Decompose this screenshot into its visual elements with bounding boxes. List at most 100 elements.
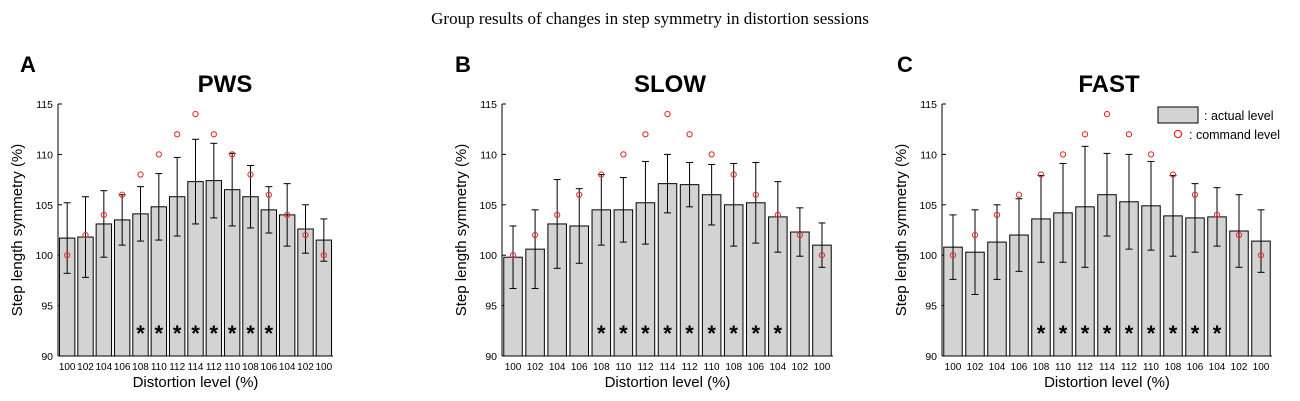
x-tick-label: 112 [637, 362, 653, 373]
x-tick-label: 112 [169, 362, 185, 373]
command-level-marker [774, 211, 781, 219]
x-tick-label: 104 [549, 362, 566, 373]
y-tick-label: 110 [920, 149, 937, 161]
x-tick-label: 112 [206, 362, 222, 373]
significance-star: * [641, 321, 650, 346]
command-level-marker [137, 171, 144, 178]
panel-title: FAST [1078, 71, 1140, 98]
command-level-marker [1147, 151, 1155, 158]
command-level-marker [1081, 131, 1089, 138]
command-level-marker [174, 131, 181, 138]
command-level-marker [730, 171, 737, 178]
x-tick-label: 114 [660, 362, 676, 373]
command-level-marker [284, 211, 291, 219]
x-tick-label: 106 [1187, 362, 1204, 373]
command-level-marker [1103, 110, 1111, 118]
x-tick-label: 112 [1121, 362, 1137, 373]
x-tick-label: 108 [1165, 362, 1182, 373]
x-tick-label: 108 [1033, 362, 1050, 373]
y-tick-label: 95 [925, 301, 937, 313]
legend: : actual level: command level [1157, 106, 1280, 142]
command-level-marker [119, 191, 126, 198]
x-axis-label: Distortion level (%) [605, 374, 731, 391]
command-level-marker [1169, 171, 1177, 178]
command-level-marker [1125, 131, 1133, 138]
x-tick-label: 100 [814, 362, 831, 373]
significance-star: * [597, 321, 606, 346]
x-tick-label: 102 [792, 362, 809, 373]
x-tick-label: 102 [77, 362, 94, 373]
significance-star: * [707, 321, 716, 346]
command-level-marker [302, 231, 309, 239]
command-level-marker [1235, 231, 1243, 239]
significance-star: * [1125, 321, 1134, 346]
x-tick-label: 102 [297, 362, 314, 373]
command-level-marker [620, 151, 627, 158]
significance-star: * [1059, 321, 1068, 346]
significance-star: * [1103, 321, 1112, 346]
command-level-marker [686, 131, 693, 138]
x-tick-label: 100 [59, 362, 76, 373]
y-axis-label: Step length symmetry (%) [9, 144, 26, 317]
panel-fast: C FAST 90 95 100 105 110 115 Step length symmetr… [893, 52, 1280, 391]
y-tick-label: 100 [35, 250, 53, 262]
x-tick-label: 106 [260, 362, 277, 373]
command-level-marker [554, 211, 561, 219]
figure-title: Group results of changes in step symmetr… [431, 9, 869, 28]
y-axis-label: Step length symmetry (%) [893, 144, 910, 317]
x-tick-label: 106 [571, 362, 588, 373]
x-tick-label: 106 [747, 362, 764, 373]
command-level-marker [155, 151, 162, 158]
command-level-marker [1191, 191, 1199, 198]
y-tick-label: 100 [479, 250, 497, 262]
command-level-marker [320, 252, 327, 259]
command-level-marker [509, 252, 517, 259]
x-tick-label: 106 [114, 362, 131, 373]
significance-star: * [774, 321, 783, 346]
x-tick-label: 110 [224, 362, 240, 373]
legend-command-marker [1173, 129, 1183, 139]
command-level-marker [247, 171, 254, 178]
x-tick-label: 104 [279, 362, 296, 373]
y-tick-label: 90 [41, 351, 53, 363]
x-tick-label: 110 [1143, 362, 1159, 373]
x-tick-label: 108 [132, 362, 149, 373]
significance-star: * [210, 321, 219, 346]
x-tick-label: 102 [967, 362, 984, 373]
command-level-marker [993, 211, 1001, 219]
significance-star: * [751, 321, 760, 346]
panels: A PWS 90 95 100 105 110 115 Step length symmetry… [9, 52, 1280, 391]
significance-star: * [1037, 321, 1046, 346]
x-tick-label: 108 [593, 362, 610, 373]
command-level-marker [100, 211, 107, 219]
command-level-marker [210, 131, 217, 138]
panel-pws: A PWS 90 95 100 105 110 115 Step length symmetry… [9, 52, 333, 391]
significance-star: * [1191, 321, 1200, 346]
significance-star: * [265, 321, 274, 346]
y-tick-label: 95 [41, 301, 53, 313]
x-tick-label: 106 [1011, 362, 1028, 373]
significance-star: * [1081, 321, 1090, 346]
x-tick-label: 104 [95, 362, 112, 373]
y-tick-label: 115 [920, 99, 937, 111]
legend-actual-label: : actual level [1204, 109, 1273, 123]
x-tick-label: 102 [527, 362, 544, 373]
x-tick-label: 100 [505, 362, 522, 373]
x-tick-label: 100 [315, 362, 332, 373]
y-tick-label: 95 [485, 301, 497, 313]
significance-star: * [663, 321, 672, 346]
panel-letter: A [20, 52, 36, 77]
command-level-marker [1037, 171, 1045, 178]
y-tick-label: 105 [919, 200, 937, 212]
significance-star: * [685, 321, 694, 346]
y-tick-label: 105 [479, 200, 497, 212]
significance-star: * [729, 321, 738, 346]
command-level-marker [1213, 211, 1221, 219]
command-level-marker [576, 191, 583, 198]
command-level-marker [598, 171, 605, 178]
command-level-marker [971, 231, 979, 239]
y-tick-label: 90 [925, 351, 937, 363]
significance-star: * [1147, 321, 1156, 346]
x-tick-label: 108 [242, 362, 259, 373]
